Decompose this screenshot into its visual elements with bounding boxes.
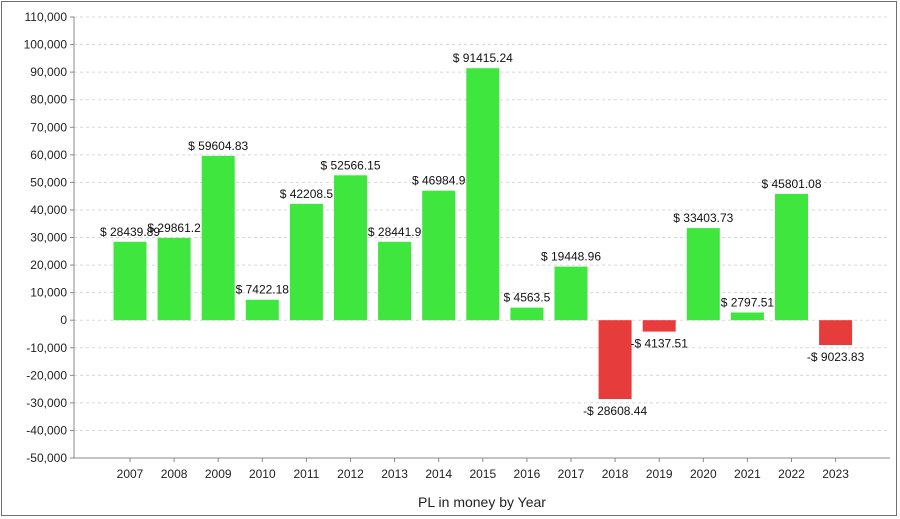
data-label-2017: $ 19448.96 [541,250,601,264]
y-tick-label: 10,000 [30,286,67,300]
bar-2010 [245,299,279,321]
bar-2021 [730,312,764,321]
x-tick-label-2016: 2016 [514,467,541,481]
bar-2020 [686,228,720,321]
x-tick-label-2014: 2014 [425,467,452,481]
y-tick-label: -40,000 [26,423,67,437]
y-tick-label: 0 [60,313,67,327]
x-tick-label-2011: 2011 [293,467,319,481]
data-label-2015: $ 91415.24 [453,51,513,65]
x-tick-label-2018: 2018 [602,467,629,481]
y-tick-label: -10,000 [26,341,67,355]
bar-2008 [157,237,191,321]
bar-2007 [113,241,147,321]
data-label-2010: $ 7422.18 [236,283,290,297]
x-tick-label-2013: 2013 [381,467,408,481]
data-label-2013: $ 28441.9 [368,225,422,239]
bar-2022 [775,193,808,321]
data-label-2007: $ 28439.89 [100,225,160,239]
bar-2016 [510,307,544,321]
x-tick-label-2008: 2008 [161,467,188,481]
x-tick-label-2022: 2022 [778,467,805,481]
data-label-2009: $ 59604.83 [188,139,248,153]
y-tick-label: 60,000 [30,148,67,162]
x-axis-title: PL in money by Year [418,494,546,510]
bar-2015 [466,68,500,321]
x-tick-label-2010: 2010 [249,467,276,481]
x-tick-label-2023: 2023 [822,467,849,481]
bar-2018 [598,320,632,400]
y-tick-label: 70,000 [30,120,67,134]
y-tick-label: 40,000 [30,203,67,217]
data-labels: $ 28439.89$ 29861.2 $ 59604.83 $ 7422.18 $ … [100,51,865,418]
x-tick-label-2012: 2012 [337,467,364,481]
y-tick-label: 110,000 [25,10,68,24]
y-tick-label: 50,000 [30,175,67,189]
bar-2023 [819,320,853,346]
y-tick-label: 80,000 [30,93,67,107]
data-label-2019: -$ 4137.51 [631,337,689,351]
bar-2014 [422,190,456,321]
data-label-2012: $ 52566.15 [320,158,380,172]
data-label-2011: $ 42208.5 [280,187,334,201]
bar-2017 [554,266,588,321]
bar-2009 [201,155,235,321]
y-tick-label: 30,000 [30,231,67,245]
data-label-2018: -$ 28608.44 [583,404,647,418]
tick-labels: -50,000 -40,000 -30,000 -20,000 -10,000 0 10,0… [24,10,850,481]
x-tick-label-2015: 2015 [469,467,496,481]
data-label-2022: $ 45801.08 [761,177,821,191]
x-tick-label-2019: 2019 [646,467,673,481]
x-tick-label-2017: 2017 [558,467,585,481]
data-label-2008: $ 29861.2 [147,221,201,235]
bar-2019 [642,320,676,332]
y-tick-label: 90,000 [30,65,67,79]
x-tick-label-2020: 2020 [690,467,717,481]
y-tick-label: -30,000 [26,396,67,410]
axes [70,16,890,462]
y-tick-label: 100,000 [24,38,68,52]
data-label-2023: -$ 9023.83 [807,350,865,364]
y-tick-label: 20,000 [30,258,67,272]
x-tick-label-2009: 2009 [205,467,232,481]
bar-2011 [289,203,323,321]
x-tick-label-2021: 2021 [734,467,761,481]
y-tick-label: -50,000 [26,451,67,465]
data-label-2014: $ 46984.9 [412,174,466,188]
bars [113,68,853,400]
data-label-2021: $ 2797.51 [721,295,775,309]
x-tick-label-2007: 2007 [117,467,144,481]
y-tick-label: -20,000 [26,368,67,382]
data-label-2020: $ 33403.73 [673,211,733,225]
data-label-2016: $ 4563.5 [504,291,551,305]
bar-2012 [334,175,367,321]
bar-2013 [378,241,412,321]
